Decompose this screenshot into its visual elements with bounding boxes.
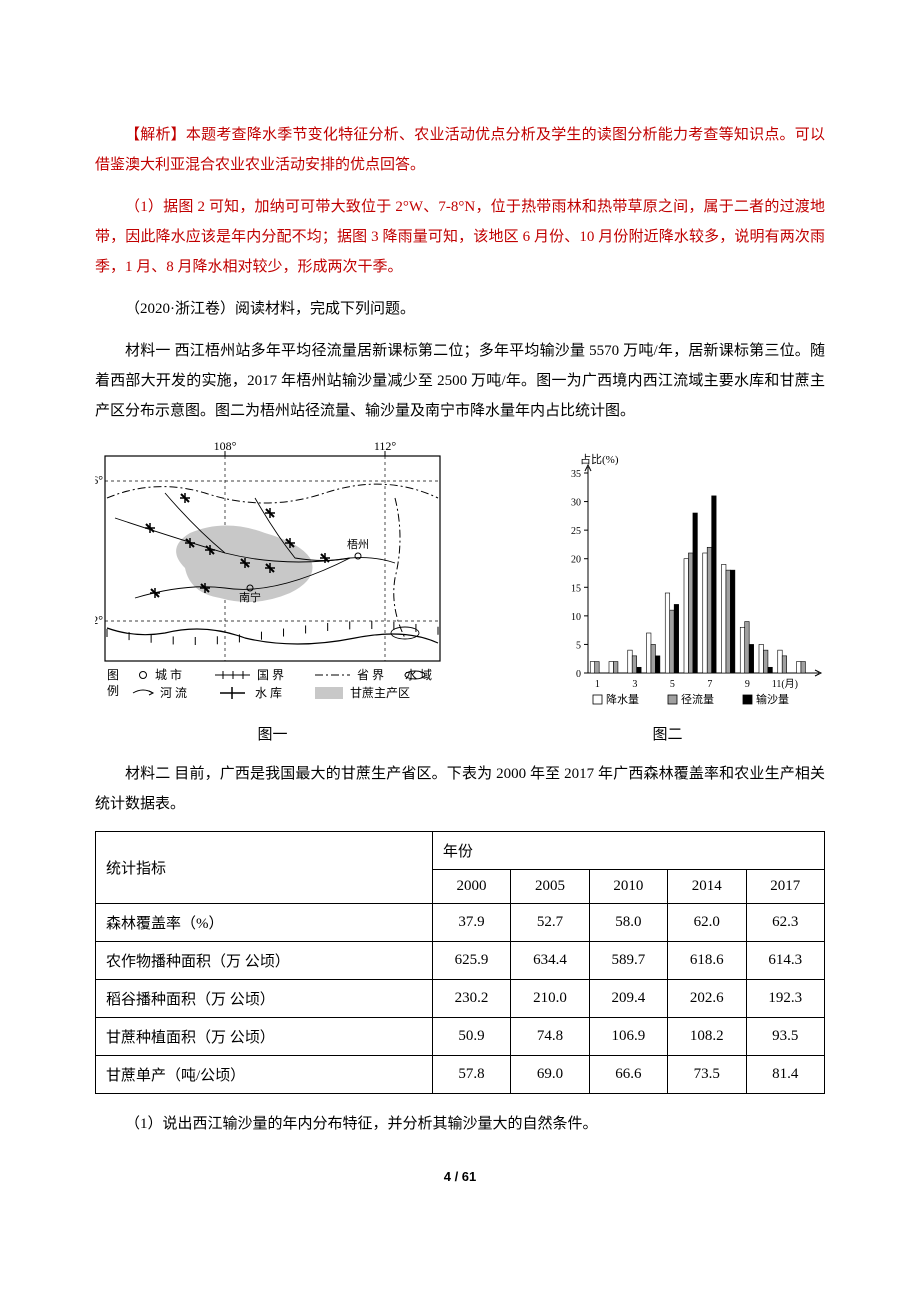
svg-text:11(月): 11(月) <box>772 678 798 690</box>
table-cell: 618.6 <box>668 942 746 980</box>
table-row-label: 森林覆盖率（%） <box>96 904 433 942</box>
table-cell: 69.0 <box>511 1056 589 1094</box>
text: 【解析】本题考查降水季节变化特征分析、农业活动优点分析及学生的读图分析能力考查等… <box>95 127 825 173</box>
svg-text:水 域: 水 域 <box>405 668 432 682</box>
text: 材料一 西江梧州站多年平均径流量居新课标第二位；多年平均输沙量 5570 万吨/… <box>95 343 825 419</box>
table-cell: 625.9 <box>432 942 510 980</box>
material-1-paragraph: 材料一 西江梧州站多年平均径流量居新课标第二位；多年平均输沙量 5570 万吨/… <box>95 336 825 426</box>
table-header-indicator: 统计指标 <box>96 832 433 904</box>
table-cell: 93.5 <box>746 1018 824 1056</box>
table-row-label: 甘蔗单产（吨/公顷） <box>96 1056 433 1094</box>
svg-text:3: 3 <box>632 679 637 690</box>
table-cell: 589.7 <box>589 942 667 980</box>
table-cell: 81.4 <box>746 1056 824 1094</box>
figure-1-map: 108° 112° 26° 22° 南宁 梧州图例 城 市 国 界 省 界河 流 水 库 甘蔗主产区… <box>95 438 450 718</box>
table-cell: 50.9 <box>432 1018 510 1056</box>
caption-fig2: 图二 <box>530 723 805 744</box>
page-number: 4 / 61 <box>95 1169 825 1184</box>
table-cell: 62.0 <box>668 904 746 942</box>
svg-text:108°: 108° <box>214 439 237 453</box>
text: 材料二 目前，广西是我国最大的甘蔗生产省区。下表为 2000 年至 2017 年… <box>95 766 825 812</box>
question-1: （1）说出西江输沙量的年内分布特征，并分析其输沙量大的自然条件。 <box>95 1109 825 1139</box>
table-cell: 66.6 <box>589 1056 667 1094</box>
svg-text:112°: 112° <box>374 439 397 453</box>
analysis-paragraph: 【解析】本题考查降水季节变化特征分析、农业活动优点分析及学生的读图分析能力考查等… <box>95 120 825 180</box>
text: （1）据图 2 可知，加纳可可带大致位于 2°W、7-8°N，位于热带雨林和热带… <box>95 199 825 275</box>
document-page: 【解析】本题考查降水季节变化特征分析、农业活动优点分析及学生的读图分析能力考查等… <box>0 0 920 1244</box>
table-cell: 73.5 <box>668 1056 746 1094</box>
svg-text:7: 7 <box>707 679 712 690</box>
svg-text:占比(%): 占比(%) <box>580 452 619 466</box>
svg-text:南宁: 南宁 <box>239 590 261 604</box>
svg-text:图: 图 <box>107 668 119 682</box>
table-row: 农作物播种面积（万 公顷）625.9634.4589.7618.6614.3 <box>96 942 825 980</box>
table-cell: 57.8 <box>432 1056 510 1094</box>
table-row-label: 甘蔗种植面积（万 公顷） <box>96 1018 433 1056</box>
chart-svg: 占比(%)051015202530351357911(月)降水量径流量输沙量 <box>550 448 825 713</box>
table-cell: 202.6 <box>668 980 746 1018</box>
svg-text:15: 15 <box>571 583 581 594</box>
svg-text:例: 例 <box>107 684 119 698</box>
table-cell: 106.9 <box>589 1018 667 1056</box>
table-year-cell: 2005 <box>511 870 589 904</box>
table-year-cell: 2000 <box>432 870 510 904</box>
table-row-label: 农作物播种面积（万 公顷） <box>96 942 433 980</box>
material-2-paragraph: 材料二 目前，广西是我国最大的甘蔗生产省区。下表为 2000 年至 2017 年… <box>95 759 825 819</box>
svg-text:降水量: 降水量 <box>606 692 639 706</box>
table-cell: 37.9 <box>432 904 510 942</box>
table-cell: 62.3 <box>746 904 824 942</box>
svg-text:输沙量: 输沙量 <box>756 692 789 706</box>
svg-text:5: 5 <box>576 640 581 651</box>
svg-text:1: 1 <box>595 679 600 690</box>
table-cell: 210.0 <box>511 980 589 1018</box>
figure-captions: 图一 图二 <box>95 723 825 744</box>
table-cell: 209.4 <box>589 980 667 1018</box>
map-svg: 108° 112° 26° 22° 南宁 梧州图例 城 市 国 界 省 界河 流 水 库 甘蔗主产区… <box>95 438 450 713</box>
table-cell: 634.4 <box>511 942 589 980</box>
svg-text:梧州: 梧州 <box>347 537 369 551</box>
table-cell: 614.3 <box>746 942 824 980</box>
svg-text:城 市: 城 市 <box>155 667 182 682</box>
svg-text:甘蔗主产区: 甘蔗主产区 <box>350 686 410 700</box>
text: （2020·浙江卷）阅读材料，完成下列问题。 <box>125 301 415 317</box>
table-cell: 192.3 <box>746 980 824 1018</box>
table-header-year: 年份 <box>432 832 824 870</box>
caption-fig1: 图一 <box>95 723 450 744</box>
svg-text:9: 9 <box>745 679 750 690</box>
table-cell: 58.0 <box>589 904 667 942</box>
table-row: 甘蔗单产（吨/公顷）57.869.066.673.581.4 <box>96 1056 825 1094</box>
svg-text:30: 30 <box>571 498 581 509</box>
table-year-cell: 2017 <box>746 870 824 904</box>
figures-row: 108° 112° 26° 22° 南宁 梧州图例 城 市 国 界 省 界河 流 水 库 甘蔗主产区… <box>95 438 825 718</box>
svg-text:35: 35 <box>571 469 581 480</box>
figure-2-chart: 占比(%)051015202530351357911(月)降水量径流量输沙量 <box>550 448 825 718</box>
svg-text:25: 25 <box>571 526 581 537</box>
svg-text:20: 20 <box>571 555 581 566</box>
table-row: 稻谷播种面积（万 公顷）230.2210.0209.4202.6192.3 <box>96 980 825 1018</box>
answer-paragraph-1: （1）据图 2 可知，加纳可可带大致位于 2°W、7-8°N，位于热带雨林和热带… <box>95 192 825 282</box>
source-paragraph: （2020·浙江卷）阅读材料，完成下列问题。 <box>95 294 825 324</box>
table-year-cell: 2014 <box>668 870 746 904</box>
table-cell: 230.2 <box>432 980 510 1018</box>
data-table: 统计指标年份20002005201020142017森林覆盖率（%）37.952… <box>95 831 825 1094</box>
svg-text:国 界: 国 界 <box>257 668 284 682</box>
svg-text:10: 10 <box>571 612 581 623</box>
table-row: 森林覆盖率（%）37.952.758.062.062.3 <box>96 904 825 942</box>
svg-text:河 流: 河 流 <box>160 686 187 700</box>
svg-text:径流量: 径流量 <box>681 692 714 706</box>
table-row-label: 稻谷播种面积（万 公顷） <box>96 980 433 1018</box>
svg-text:水 库: 水 库 <box>255 685 282 700</box>
svg-text:0: 0 <box>576 669 581 680</box>
svg-text:22°: 22° <box>95 613 103 627</box>
table-cell: 108.2 <box>668 1018 746 1056</box>
text: （1）说出西江输沙量的年内分布特征，并分析其输沙量大的自然条件。 <box>125 1116 598 1132</box>
svg-text:5: 5 <box>670 679 675 690</box>
table-cell: 52.7 <box>511 904 589 942</box>
table-year-cell: 2010 <box>589 870 667 904</box>
svg-text:省 界: 省 界 <box>357 668 384 682</box>
table-cell: 74.8 <box>511 1018 589 1056</box>
svg-text:26°: 26° <box>95 473 103 487</box>
table-row: 甘蔗种植面积（万 公顷）50.974.8106.9108.293.5 <box>96 1018 825 1056</box>
